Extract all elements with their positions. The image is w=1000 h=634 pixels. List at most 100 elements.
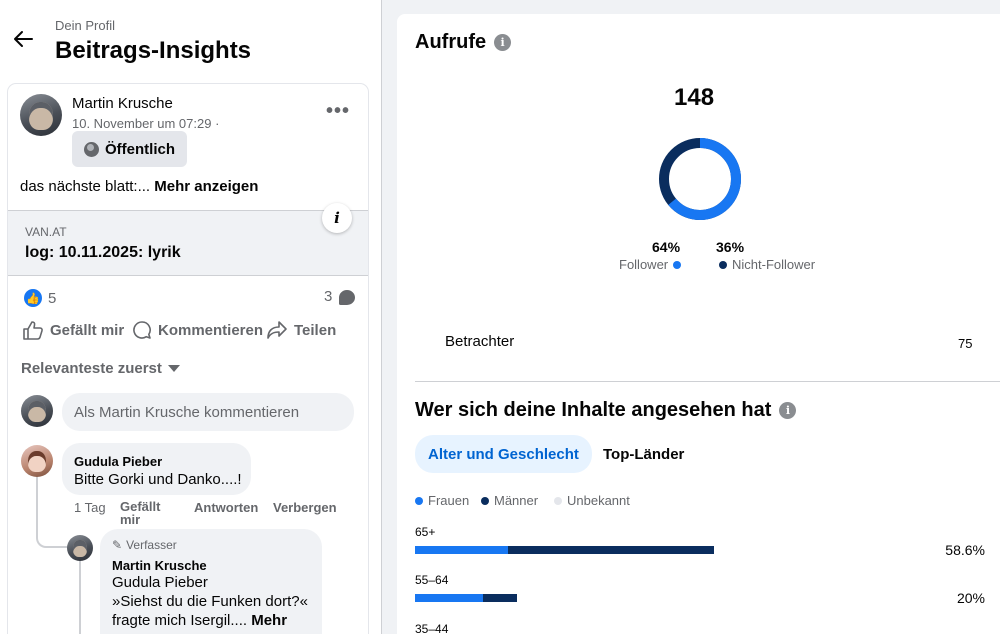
share-label: Teilen (294, 321, 337, 339)
comment-reply-button[interactable]: Antworten (194, 500, 259, 515)
nonfollower-legend: Nicht-Follower (719, 257, 815, 272)
reply-text-line2-body: fragte mich Isergil.... (112, 612, 248, 629)
author-name[interactable]: Martin Krusche (72, 95, 173, 112)
value-55-64: 20% (956, 590, 985, 606)
legend-unknown-label: Unbekannt (567, 493, 630, 508)
audience-section-title: Wer sich deine Inhalte angesehen hat i (415, 399, 797, 422)
share-icon (267, 321, 287, 339)
pencil-icon: ✎ (112, 538, 123, 552)
post-text: das nächste blatt:... Mehr anzeigen (20, 178, 258, 195)
audience-button[interactable]: Öffentlich (72, 131, 187, 167)
views-title: Aufrufe (415, 31, 487, 53)
comment-button[interactable]: Kommentieren (132, 320, 263, 340)
comment-text: Bitte Gorki und Danko....! (74, 471, 242, 488)
audience-title: Wer sich deine Inhalte angesehen hat (415, 399, 772, 421)
bar-55-64-men (482, 594, 518, 602)
info-icon[interactable]: i (494, 34, 512, 51)
value-65plus: 58.6% (945, 542, 985, 558)
men-dot-icon (481, 496, 489, 505)
share-button[interactable]: Teilen (266, 320, 336, 340)
reply-bubble: ✎ Verfasser Martin Krusche Gudula Pieber… (100, 529, 322, 634)
commenter-name[interactable]: Gudula Pieber (74, 454, 163, 469)
left-panel: Dein Profil Beitrags-Insights Martin Kru… (0, 0, 382, 634)
views-section-title: Aufrufe i (415, 31, 512, 54)
age-label-55-64: 55–64 (415, 573, 449, 587)
link-preview[interactable]: VAN.AT log: 10.11.2025: lyrik i (8, 203, 368, 276)
follower-legend: Follower (619, 257, 682, 272)
legend-unknown: Unbekannt (554, 493, 630, 508)
thread-line (36, 476, 70, 548)
reply-author[interactable]: Martin Krusche (112, 558, 207, 573)
legend-men-label: Männer (494, 493, 539, 508)
unknown-dot-icon (554, 496, 562, 505)
comment-time[interactable]: 1 Tag (74, 500, 106, 515)
age-label-35-44: 35–44 (415, 622, 449, 634)
bar-65plus-women (415, 546, 508, 554)
comment-input-placeholder: Als Martin Krusche kommentieren (74, 403, 300, 421)
post-timestamp[interactable]: 10. November um 07:29 · (72, 116, 220, 131)
sort-dropdown[interactable]: Relevanteste zuerst (21, 360, 180, 377)
audience-label: Öffentlich (105, 140, 175, 158)
legend-men: Männer (481, 493, 538, 508)
like-count[interactable]: 5 (48, 290, 57, 307)
sort-label: Relevanteste zuerst (21, 360, 162, 377)
author-badge-label: Verfasser (126, 538, 177, 552)
comment-bubble: Gudula Pieber Bitte Gorki und Danko....! (62, 443, 251, 495)
my-avatar[interactable] (21, 395, 53, 427)
viewers-label: Betrachter (445, 333, 515, 350)
legend-women: Frauen (415, 493, 469, 508)
follower-label: Follower (619, 257, 669, 272)
bar-65plus-men (508, 546, 715, 554)
commenter-avatar[interactable] (21, 445, 53, 477)
follower-dot-icon (673, 260, 682, 269)
comment-count[interactable]: 3 (324, 288, 333, 305)
info-icon[interactable]: i (322, 203, 352, 233)
page-title: Beitrags-Insights (55, 37, 252, 64)
like-label: Gefällt mir (50, 321, 125, 339)
back-arrow-icon[interactable] (12, 28, 34, 50)
comment-input[interactable]: Als Martin Krusche kommentieren (62, 393, 354, 431)
views-donut-chart (659, 138, 741, 220)
like-button[interactable]: Gefällt mir (22, 320, 124, 340)
comment-hide-button[interactable]: Verbergen (273, 500, 337, 515)
age-label-65plus: 65+ (415, 525, 436, 539)
donut-follower-arc (659, 138, 741, 220)
breadcrumb[interactable]: Dein Profil (55, 18, 115, 33)
legend-women-label: Frauen (428, 493, 470, 508)
comment-bubble-icon (339, 290, 355, 305)
views-total: 148 (674, 84, 715, 111)
author-avatar[interactable] (20, 94, 62, 136)
comment-icon (133, 321, 151, 339)
reply-more-link[interactable]: Mehr (251, 612, 288, 629)
comment-like-button[interactable]: Gefällt mir (120, 499, 161, 527)
post-text-body: das nächste blatt:... (20, 178, 151, 195)
follower-percent: 64% (652, 239, 681, 255)
show-more-link[interactable]: Mehr anzeigen (154, 178, 259, 195)
thumbs-up-icon (23, 321, 43, 340)
like-reaction-icon[interactable]: 👍 (24, 289, 42, 307)
info-icon[interactable]: i (779, 402, 797, 419)
reply-text-line2: fragte mich Isergil.... Mehr (112, 612, 287, 629)
reply-thread-line (79, 560, 81, 634)
post-card: Martin Krusche 10. November um 07:29 · •… (8, 84, 368, 634)
reply-text-line1: »Siehst du die Funken dort?« (112, 593, 308, 610)
reply-mention[interactable]: Gudula Pieber (112, 574, 208, 591)
author-badge: ✎ Verfasser (112, 538, 177, 552)
viewers-value: 75 (958, 336, 973, 351)
caret-down-icon (167, 365, 180, 372)
more-options-icon[interactable]: ••• (326, 100, 351, 122)
nonfollower-label: Nicht-Follower (732, 257, 816, 272)
nonfollower-percent: 36% (716, 239, 745, 255)
comment-label: Kommentieren (158, 321, 264, 339)
nonfollower-dot-icon (719, 260, 727, 269)
link-domain: VAN.AT (25, 225, 67, 239)
link-title: log: 10.11.2025: lyrik (25, 244, 181, 261)
section-divider (415, 381, 1000, 382)
globe-icon (84, 141, 99, 157)
tab-age-gender[interactable]: Alter und Geschlecht (415, 435, 592, 473)
women-dot-icon (415, 496, 423, 505)
bar-55-64-women (415, 594, 483, 602)
reply-avatar[interactable] (67, 535, 93, 561)
tab-top-countries[interactable]: Top-Länder (603, 445, 685, 463)
insights-card: Aufrufe i 148 64% Follower 36% Nicht-Fol… (397, 14, 1000, 634)
